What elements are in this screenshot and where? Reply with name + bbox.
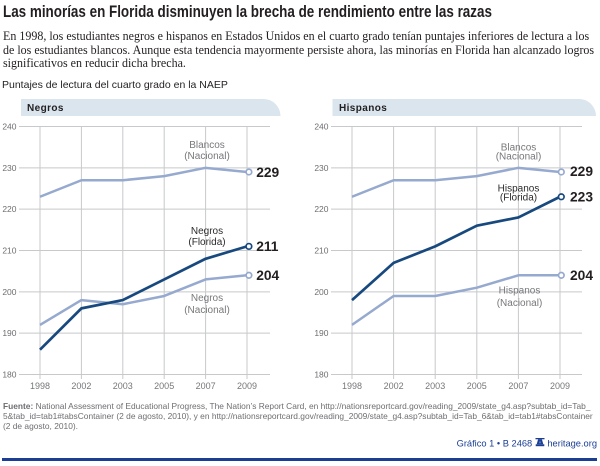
svg-text:Blancos: Blancos xyxy=(189,140,225,151)
svg-text:210: 210 xyxy=(314,246,328,256)
svg-text:223: 223 xyxy=(570,190,593,205)
svg-text:230: 230 xyxy=(2,163,16,173)
svg-text:210: 210 xyxy=(2,246,16,256)
svg-text:2009: 2009 xyxy=(237,381,257,391)
svg-text:Hispanos: Hispanos xyxy=(498,183,540,194)
svg-text:2007: 2007 xyxy=(508,381,528,391)
svg-text:(Florida): (Florida) xyxy=(188,237,225,248)
svg-text:Hispanos: Hispanos xyxy=(499,286,541,297)
svg-text:200: 200 xyxy=(314,287,328,297)
svg-text:1998: 1998 xyxy=(30,381,50,391)
svg-text:204: 204 xyxy=(256,268,279,283)
svg-text:240: 240 xyxy=(314,122,328,132)
svg-text:1998: 1998 xyxy=(342,381,362,391)
svg-text:Negros: Negros xyxy=(191,226,223,237)
svg-text:220: 220 xyxy=(2,204,16,214)
svg-text:(Nacional): (Nacional) xyxy=(496,152,542,163)
svg-text:220: 220 xyxy=(314,204,328,214)
svg-text:2009: 2009 xyxy=(550,381,570,391)
svg-text:200: 200 xyxy=(2,287,16,297)
svg-text:Hispanos: Hispanos xyxy=(339,103,387,114)
svg-text:Negros: Negros xyxy=(27,103,64,114)
svg-text:(Nacional): (Nacional) xyxy=(184,305,230,316)
svg-text:2002: 2002 xyxy=(71,381,91,391)
svg-text:230: 230 xyxy=(314,163,328,173)
svg-text:2002: 2002 xyxy=(384,381,404,391)
svg-text:190: 190 xyxy=(2,328,16,338)
svg-text:190: 190 xyxy=(314,328,328,338)
svg-text:2005: 2005 xyxy=(467,381,487,391)
svg-text:240: 240 xyxy=(2,122,16,132)
svg-text:(Nacional): (Nacional) xyxy=(497,298,543,309)
svg-text:180: 180 xyxy=(314,370,328,380)
svg-text:Blancos: Blancos xyxy=(501,143,537,154)
svg-text:229: 229 xyxy=(570,164,593,179)
svg-text:204: 204 xyxy=(570,268,593,283)
svg-text:(Florida): (Florida) xyxy=(500,193,537,204)
svg-text:2005: 2005 xyxy=(154,381,174,391)
svg-text:Negros: Negros xyxy=(191,293,223,304)
svg-text:2003: 2003 xyxy=(425,381,445,391)
svg-text:211: 211 xyxy=(256,239,279,254)
svg-text:2007: 2007 xyxy=(196,381,216,391)
svg-text:180: 180 xyxy=(2,370,16,380)
svg-text:(Nacional): (Nacional) xyxy=(184,151,230,162)
svg-text:2003: 2003 xyxy=(113,381,133,391)
svg-text:229: 229 xyxy=(256,165,279,180)
